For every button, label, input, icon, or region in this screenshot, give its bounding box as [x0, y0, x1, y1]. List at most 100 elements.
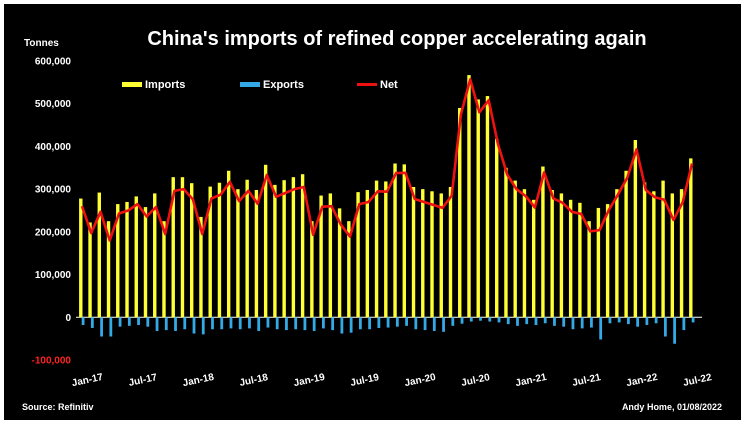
imports-bar [319, 195, 323, 318]
imports-bar [356, 192, 360, 318]
imports-bar [263, 164, 268, 318]
exports-bar [451, 317, 455, 326]
exports-bar [506, 317, 510, 325]
y-tick-label: 200,000 [35, 227, 72, 238]
exports-bar [627, 317, 630, 325]
imports-bar [448, 187, 453, 318]
exports-bar [90, 317, 94, 328]
imports-bar [384, 181, 388, 318]
exports-bar [303, 317, 307, 331]
imports-bar [495, 138, 499, 318]
exports-bar [516, 317, 519, 326]
imports-bar [143, 207, 148, 318]
imports-bar [106, 221, 111, 318]
exports-bar [534, 317, 538, 325]
exports-bar [100, 317, 103, 337]
imports-bar [559, 193, 564, 318]
imports-bar [679, 189, 684, 318]
exports-bar [682, 317, 686, 331]
imports-bar [642, 182, 647, 318]
exports-bar [81, 317, 85, 325]
imports-bar [513, 180, 517, 318]
exports-bar [405, 317, 408, 326]
imports-bar [116, 204, 120, 318]
imports-bar [190, 183, 194, 318]
imports-bar [162, 221, 166, 318]
exports-bar [608, 317, 612, 324]
imports-bar [421, 189, 425, 318]
imports-bar [282, 180, 286, 318]
imports-bar [596, 207, 601, 318]
imports-bar [199, 216, 203, 318]
y-tick-label: 400,000 [35, 142, 72, 153]
exports-bar [275, 317, 279, 330]
exports-bar [654, 317, 658, 324]
imports-bar [217, 182, 222, 318]
y-tick-label: 300,000 [35, 185, 72, 196]
exports-bar [571, 317, 575, 330]
imports-bar [393, 163, 397, 318]
net-line-layer [80, 78, 694, 242]
exports-bar [229, 317, 233, 329]
source-note: Source: Refinitiv [22, 402, 94, 412]
exports-bar [164, 317, 168, 331]
imports-bar [171, 177, 175, 318]
axis-layer: 600,000 500,000 400,000 300,000 200,000 100,0… [32, 57, 714, 390]
author-credit: Andy Home, 01/08/2022 [622, 402, 722, 412]
net-line [80, 78, 694, 242]
exports-bar [257, 317, 261, 331]
exports-bar [497, 317, 501, 323]
y-tick-label: 500,000 [35, 99, 72, 110]
legend-swatch-exports [240, 82, 260, 87]
imports-bar [236, 189, 240, 318]
imports-bar [467, 75, 471, 318]
imports-bar [522, 189, 527, 318]
exports-bar [460, 317, 464, 324]
imports-bar [652, 191, 656, 318]
exports-bar [663, 317, 667, 337]
exports-bar [562, 317, 566, 327]
imports-bar [476, 99, 480, 318]
chart-title: China's imports of refined copper accele… [147, 28, 646, 50]
exports-bar [414, 317, 418, 330]
exports-bar [553, 317, 556, 326]
imports-bar [79, 198, 83, 318]
imports-bar [411, 187, 416, 318]
imports-bar [439, 193, 443, 318]
exports-bar [192, 317, 196, 334]
exports-bar [238, 317, 242, 330]
exports-bar [211, 317, 214, 330]
y-axis-unit-label: Tonnes [24, 38, 59, 49]
exports-bar [220, 317, 224, 330]
imports-bar [310, 221, 314, 318]
y-tick-label: 0 [65, 313, 71, 324]
imports-bar [208, 186, 212, 318]
y-tick-label: 600,000 [35, 57, 72, 68]
legend-swatch-imports [122, 82, 142, 87]
exports-bar [340, 317, 344, 334]
exports-bar [285, 317, 288, 331]
imports-bar [300, 174, 305, 318]
exports-bar [322, 317, 325, 329]
exports-bar [432, 317, 436, 331]
imports-bar [402, 164, 406, 318]
chart-background [4, 4, 741, 420]
exports-bar [377, 317, 381, 328]
exports-bar [580, 317, 584, 329]
imports-bar [254, 189, 259, 318]
exports-bar [590, 317, 593, 328]
imports-bar [531, 199, 536, 318]
imports-bar [245, 179, 249, 318]
exports-bar [469, 317, 473, 322]
exports-bar [673, 317, 677, 344]
y-tick-label: 100,000 [35, 270, 72, 281]
imports-bar [670, 193, 675, 318]
exports-bar [331, 317, 335, 331]
exports-bar [479, 317, 482, 321]
imports-bar [337, 208, 342, 318]
exports-bar [386, 317, 390, 328]
imports-bar [226, 170, 231, 318]
exports-bar [312, 317, 316, 331]
